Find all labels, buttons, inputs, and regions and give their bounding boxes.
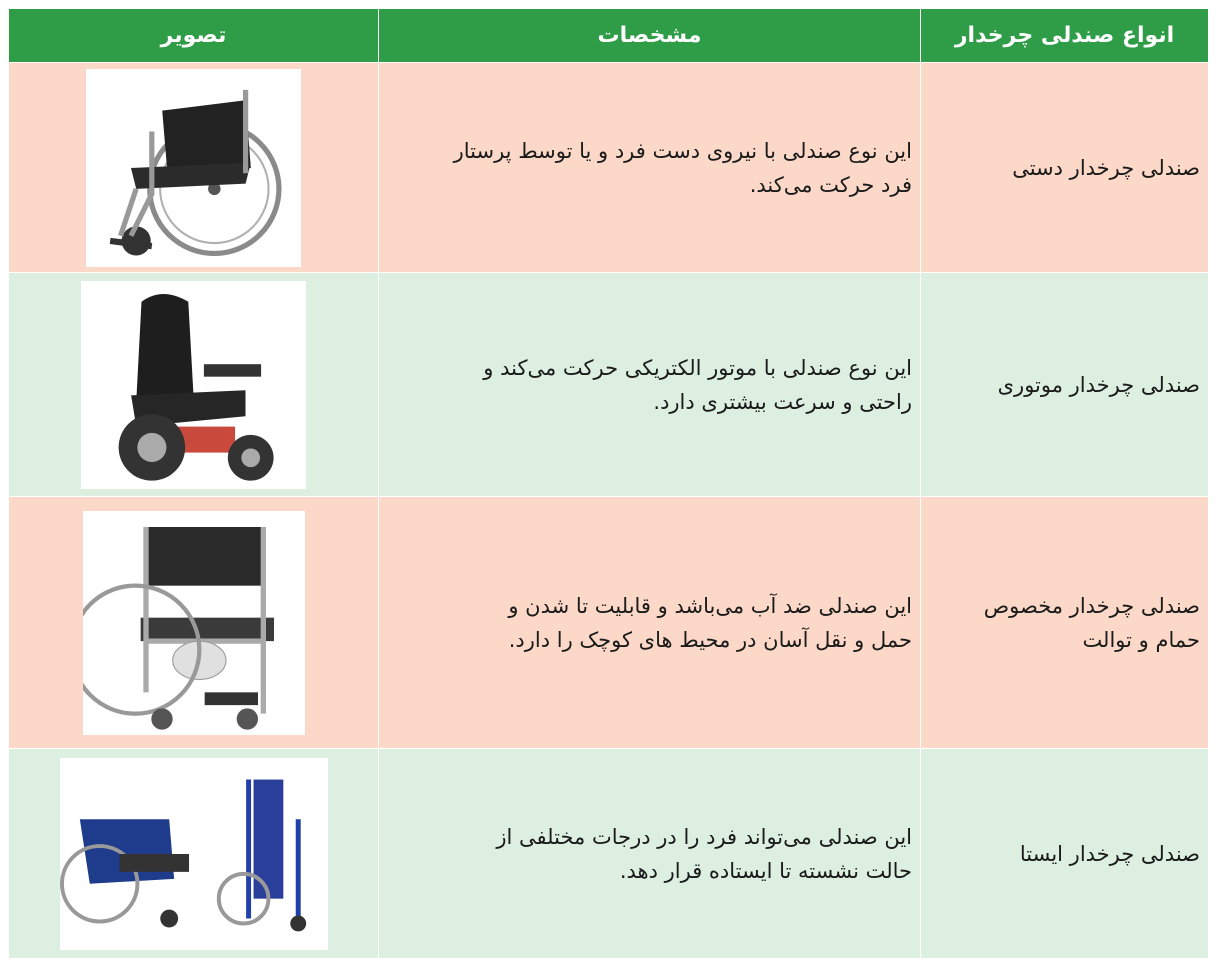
description-cell: این صندلی ضد آب می‌باشد و قابلیت تا شدن … [378,496,921,749]
type-cell: صندلی چرخدار دستی [920,62,1209,273]
wheelchair-image [86,68,301,267]
wheelchair-image [82,510,305,735]
type-text: صندلی چرخدار موتوری [997,372,1200,397]
header-cell: انواع صندلی چرخدار [920,8,1209,63]
wheelchair-image [59,757,328,950]
header-row: انواع صندلی چرخدار مشخصات تصویر [8,8,1209,63]
image-cell [8,496,379,749]
type-cell: صندلی چرخدار ایستا [920,748,1209,959]
image-cell [8,748,379,959]
description-cell: این صندلی می‌تواند فرد را در درجات مختلف… [378,748,921,959]
header-cell: مشخصات [378,8,921,63]
image-cell [8,62,379,273]
header-cell: تصویر [8,8,379,63]
description-line: این صندلی ضد آب می‌باشد و قابلیت تا شدن … [508,593,912,618]
wheelchair-image [81,280,306,489]
type-cell: صندلی چرخدار مخصوص حمام و توالت [920,496,1209,749]
type-text: حمام و توالت [1082,627,1200,652]
row: صندلی چرخدار دستی این نوع صندلی با نیروی… [8,62,1209,273]
description-cell: این نوع صندلی با نیروی دست فرد و یا توسط… [378,62,921,273]
image-cell [8,272,379,497]
wheelchair-table: انواع صندلی چرخدار مشخصات تصویر صندلی چر… [8,8,1209,959]
type-text: صندلی چرخدار دستی [1012,155,1200,180]
description-line: فرد حرکت می‌کند. [749,172,912,197]
description-line: راحتی و سرعت بیشتری دارد. [653,389,912,414]
type-cell: صندلی چرخدار موتوری [920,272,1209,497]
row: صندلی چرخدار مخصوص حمام و توالت این صندلی… [8,496,1209,749]
type-text: صندلی چرخدار ایستا [1019,841,1200,866]
description-line: این صندلی می‌تواند فرد را در درجات مختلف… [496,824,912,849]
description-line: این نوع صندلی با نیروی دست فرد و یا توسط… [453,138,912,163]
description-line: این نوع صندلی با موتور الکتریکی حرکت می‌… [483,355,912,380]
description-line: حالت نشسته تا ایستاده قرار دهد. [619,858,912,883]
row: صندلی چرخدار موتوری این نوع صندلی با موت… [8,272,1209,497]
description-line: حمل و نقل آسان در محیط های کوچک را دارد. [508,627,912,652]
description-cell: این نوع صندلی با موتور الکتریکی حرکت می‌… [378,272,921,497]
type-text: صندلی چرخدار مخصوص [983,593,1200,618]
row: صندلی چرخدار ایستا این صندلی می‌تواند فر… [8,748,1209,959]
